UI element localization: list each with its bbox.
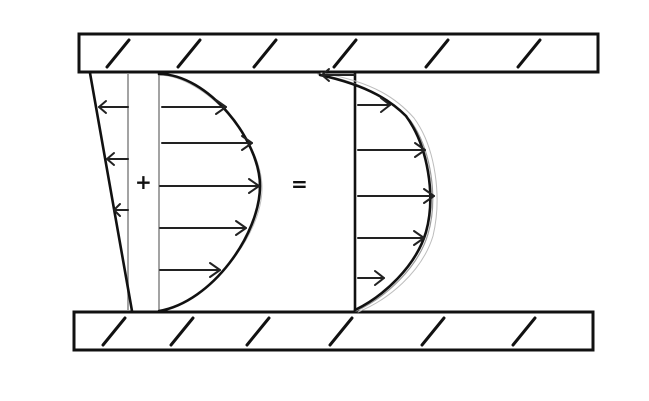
bottom-wall [72, 310, 595, 352]
plus-sign: + [135, 170, 152, 194]
bottom-wall-hatching [101, 316, 537, 347]
combined-velocity-profile [317, 68, 438, 313]
combined-profile-arrows [321, 68, 435, 286]
parabolic-velocity-profile [157, 72, 263, 313]
parabolic-profile-arrows [159, 99, 260, 278]
linear-profile-arrows [98, 100, 129, 217]
equals-sign: = [291, 172, 308, 196]
linear-velocity-profile [88, 71, 134, 313]
combined-profile-curve [318, 73, 432, 312]
top-wall-hatching [105, 38, 542, 69]
linear-profile-slope-line [88, 71, 134, 313]
parabolic-profile-curve [157, 72, 262, 313]
top-wall [77, 32, 600, 74]
